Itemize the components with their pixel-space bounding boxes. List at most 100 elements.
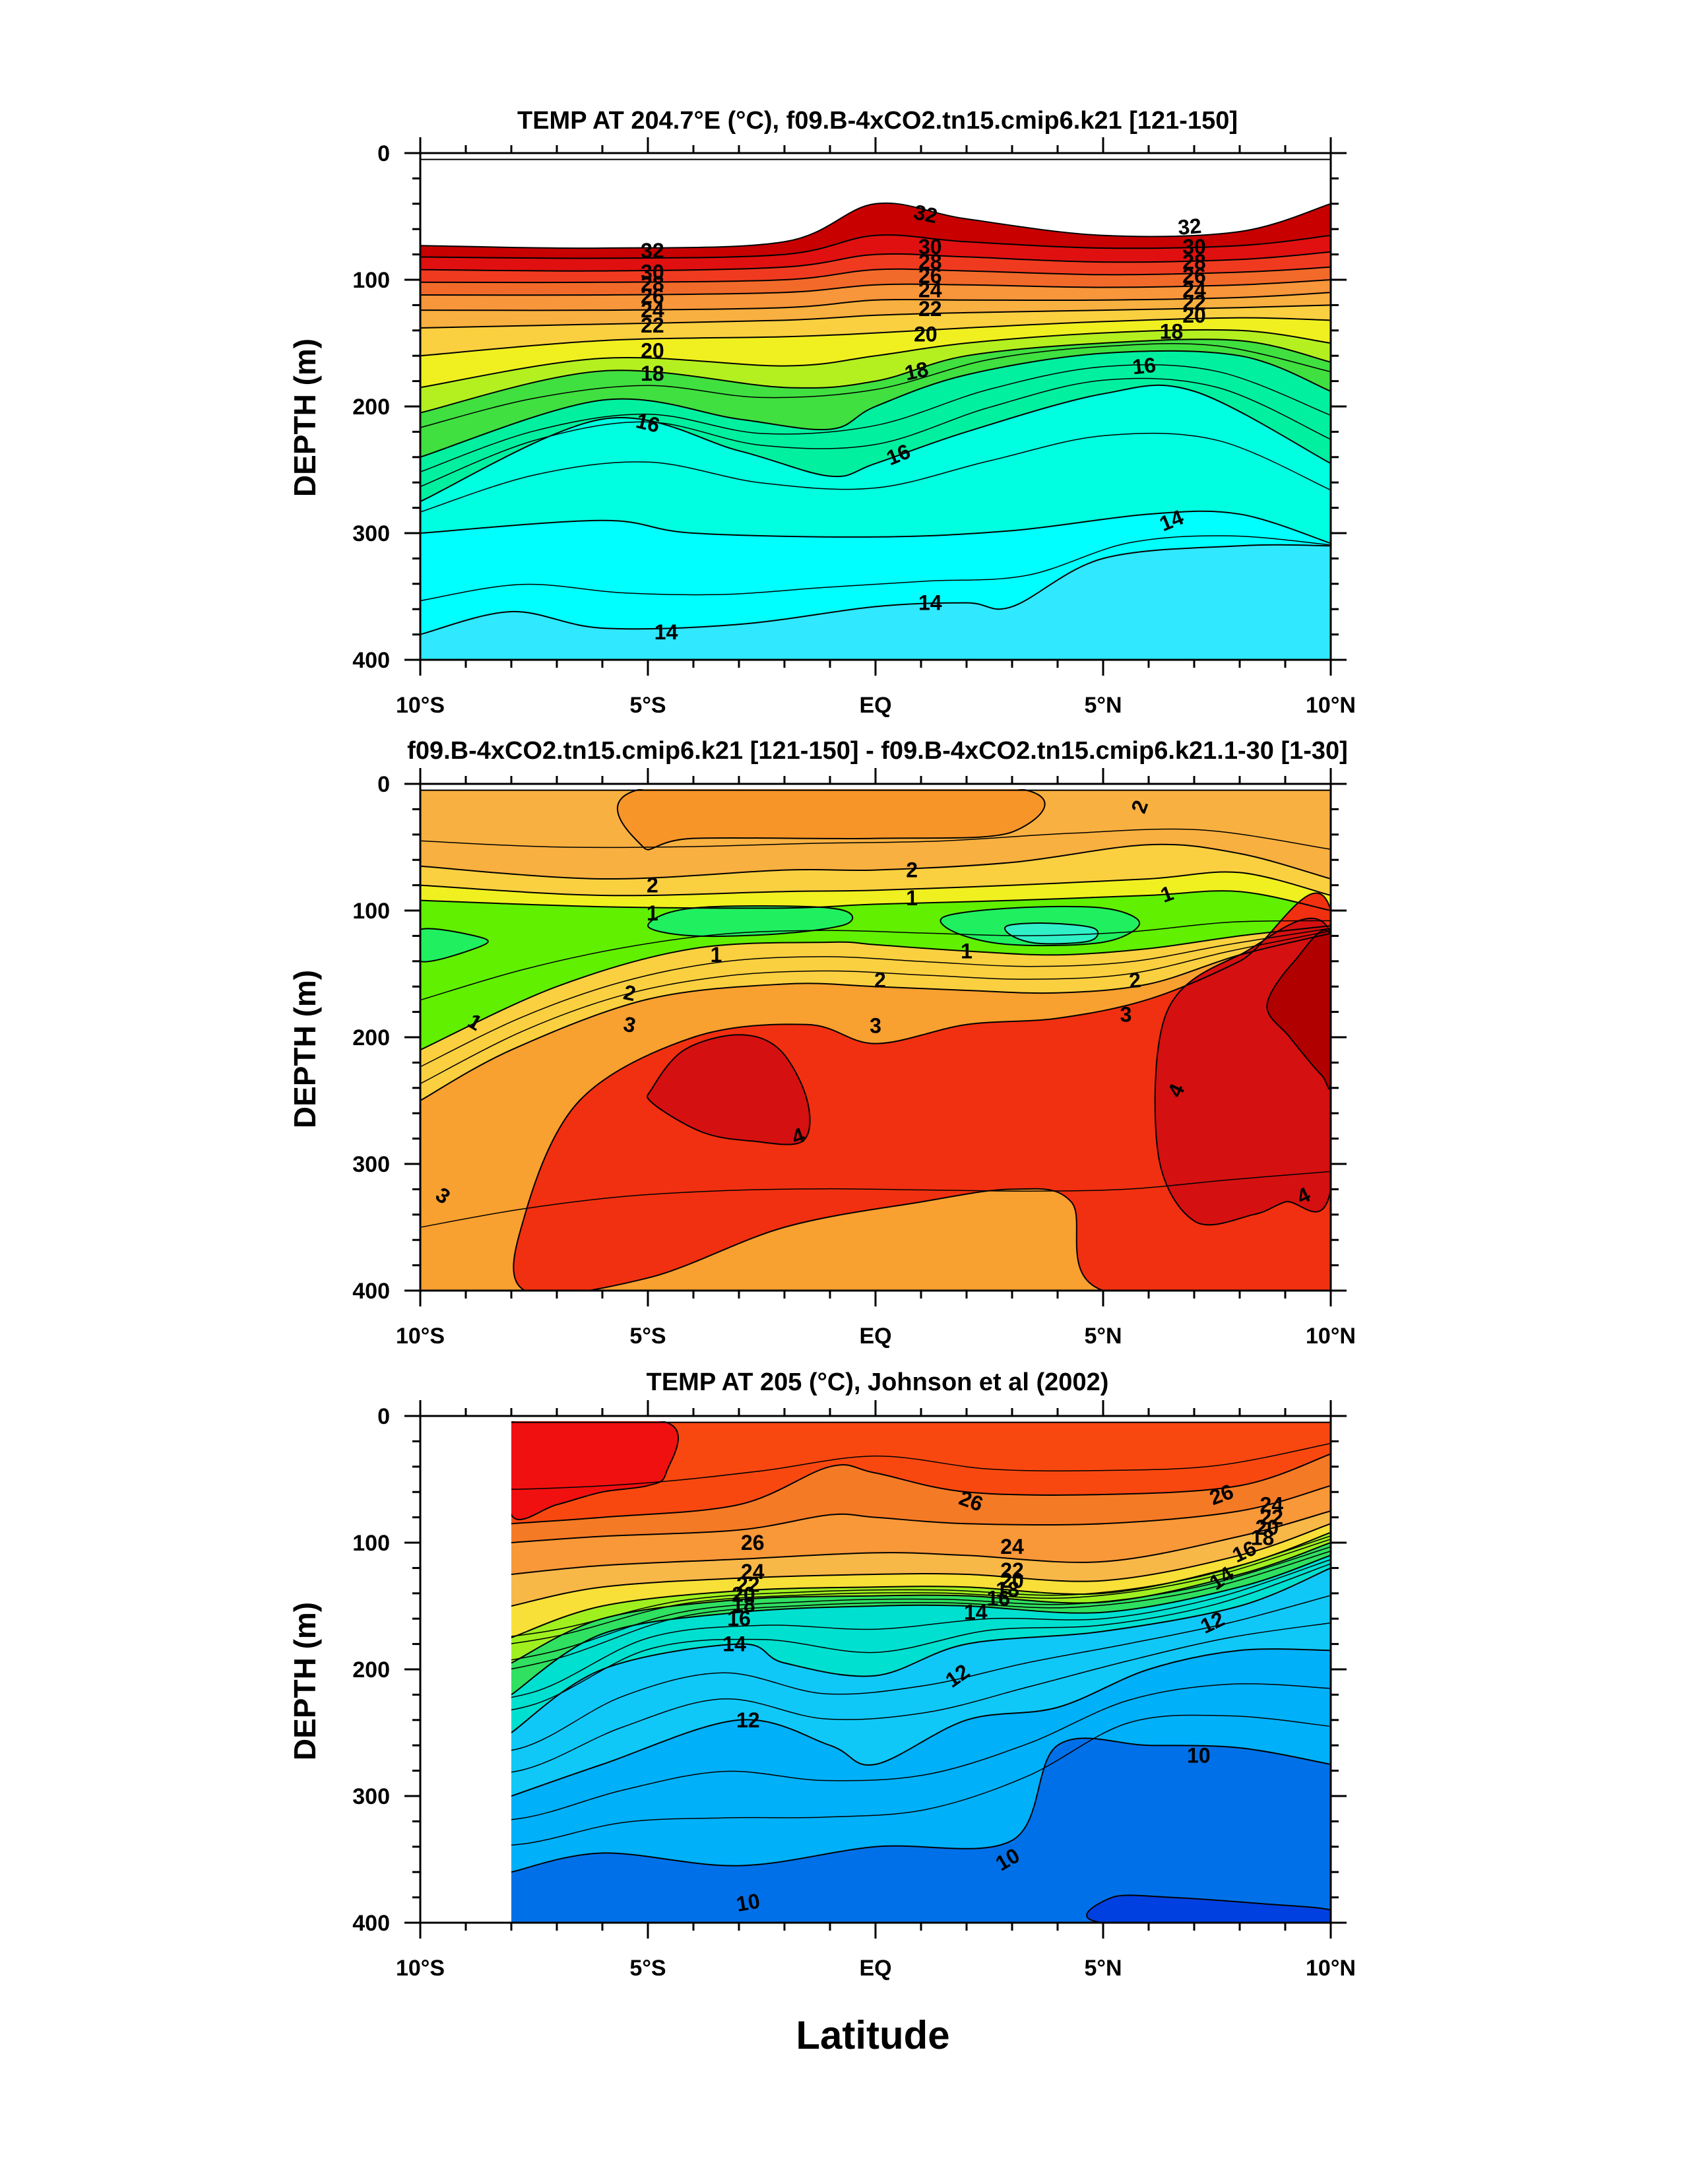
contour-line	[420, 377, 1331, 488]
contour-label: 22	[1260, 1506, 1284, 1529]
y-tick-label: 0	[377, 772, 390, 797]
contour-line	[420, 930, 1331, 1085]
contour-line	[940, 905, 1141, 947]
contour-label: 18	[1160, 320, 1184, 344]
contour-label: 2	[906, 858, 918, 882]
x-axis-label: Latitude	[796, 2013, 949, 2057]
contour-line	[511, 1595, 1331, 1751]
contour-line	[420, 1171, 1331, 1228]
contour-line	[420, 304, 1331, 329]
contour-line	[511, 1546, 1331, 1661]
x-tick-label: 10°N	[1306, 1324, 1356, 1349]
panel-bottom: 26 26 242220181614122624222018161424222018…	[288, 1368, 1356, 1981]
contour-label: 20	[1182, 304, 1206, 327]
contour-label: 1	[961, 939, 972, 963]
x-tick-label: 10°S	[396, 1956, 445, 1981]
contour-label: 26	[741, 1531, 765, 1555]
contour-line	[511, 1558, 1331, 1698]
contour-line	[647, 905, 854, 938]
y-tick-label: 200	[352, 1025, 390, 1050]
contour-line	[511, 1683, 1331, 1820]
contour-line	[420, 364, 1331, 472]
contour-line	[511, 1551, 1331, 1670]
contour-label: 16	[987, 1586, 1011, 1610]
contour-label: 20	[1000, 1569, 1024, 1593]
contour-label: 22	[736, 1572, 760, 1596]
contour-line	[420, 871, 1331, 897]
contour-line	[420, 338, 1331, 414]
contour-label: 10	[1187, 1744, 1211, 1768]
x-tick-label: 10°S	[396, 693, 445, 718]
contour-line	[420, 925, 1331, 1051]
contour-line	[420, 432, 1331, 513]
panel-top-plot: 32 32323028262422201830282624222018302826…	[352, 137, 1356, 718]
contour-label: 24	[1260, 1493, 1284, 1516]
contour-line	[420, 384, 1331, 502]
x-tick-label: 5°S	[629, 1324, 666, 1349]
contour-line	[1154, 917, 1331, 1226]
panel-middle-ylabel: DEPTH (m)	[288, 970, 322, 1128]
contour-label: 10	[734, 1888, 761, 1916]
contour-line	[420, 928, 489, 963]
x-tick-label: EQ	[859, 693, 891, 718]
contour-line	[511, 1485, 1331, 1543]
axis-ticks	[404, 1400, 1347, 1939]
contour-field: 26 26 242220181614122624222018161424222018…	[511, 1421, 1331, 1923]
contour-line	[511, 1421, 680, 1520]
contour-label: 16	[633, 408, 662, 437]
contour-label: 26	[918, 264, 942, 288]
contour-label: 24	[641, 298, 664, 322]
axis-ticks	[404, 137, 1347, 676]
contour-label: 32	[912, 200, 940, 228]
contour-label: 24	[1000, 1535, 1024, 1558]
x-tick-label: 5°S	[629, 1956, 666, 1981]
contour-label: 28	[918, 250, 942, 274]
x-tick-label: EQ	[859, 1324, 891, 1349]
contour-label: 28	[1182, 250, 1206, 274]
contour-line	[420, 202, 1331, 249]
contour-line	[420, 279, 1331, 296]
contour-label: 12	[736, 1708, 760, 1732]
contour-label: 14	[722, 1632, 746, 1656]
y-tick-label: 0	[377, 141, 390, 166]
contour-label: 14	[964, 1601, 988, 1624]
contour-line	[420, 317, 1331, 357]
contour-label: 18	[1251, 1526, 1275, 1549]
contour-labels: 32 32323028262422201830282624222018302826…	[633, 200, 1206, 644]
x-tick-label: EQ	[859, 1956, 891, 1981]
contour-line	[647, 1034, 811, 1145]
panel-top: 32 32323028262422201830282624222018302826…	[288, 107, 1356, 718]
contour-lines	[420, 158, 1331, 635]
contour-label: 18	[732, 1593, 755, 1617]
contour-label: 14	[918, 591, 942, 615]
contour-line	[420, 266, 1331, 284]
contour-label: 1	[647, 901, 658, 925]
contour-label: 22	[641, 313, 664, 337]
y-tick-label: 300	[352, 521, 390, 546]
contour-line	[511, 1531, 1331, 1638]
contour-label: 20	[914, 323, 938, 346]
contour-line	[511, 1622, 1331, 1773]
contour-line	[1086, 1894, 1331, 1923]
contour-line	[420, 329, 1331, 389]
contour-line	[511, 1567, 1331, 1733]
contour-line	[511, 1648, 1331, 1797]
y-tick-label: 400	[352, 1911, 390, 1936]
y-tick-label: 300	[352, 1152, 390, 1177]
contour-label: 30	[1182, 235, 1206, 259]
contour-label: 22	[1000, 1558, 1024, 1582]
contour-line	[511, 1453, 1331, 1525]
contour-line	[511, 1523, 1331, 1607]
contour-lines	[420, 789, 1331, 1291]
panel-bottom-ylabel: DEPTH (m)	[288, 1602, 322, 1760]
contour-line	[420, 843, 1331, 880]
contour-label: 18	[903, 357, 930, 385]
contour-label: 24	[918, 278, 942, 302]
panel-top-title: TEMP AT 204.7°E (°C), f09.B-4xCO2.tn15.c…	[517, 107, 1238, 135]
contour-label: 16	[1131, 353, 1157, 379]
contour-region	[1087, 1895, 1331, 1923]
contour-label: 3	[1120, 1002, 1132, 1026]
contour-line	[420, 251, 1331, 272]
